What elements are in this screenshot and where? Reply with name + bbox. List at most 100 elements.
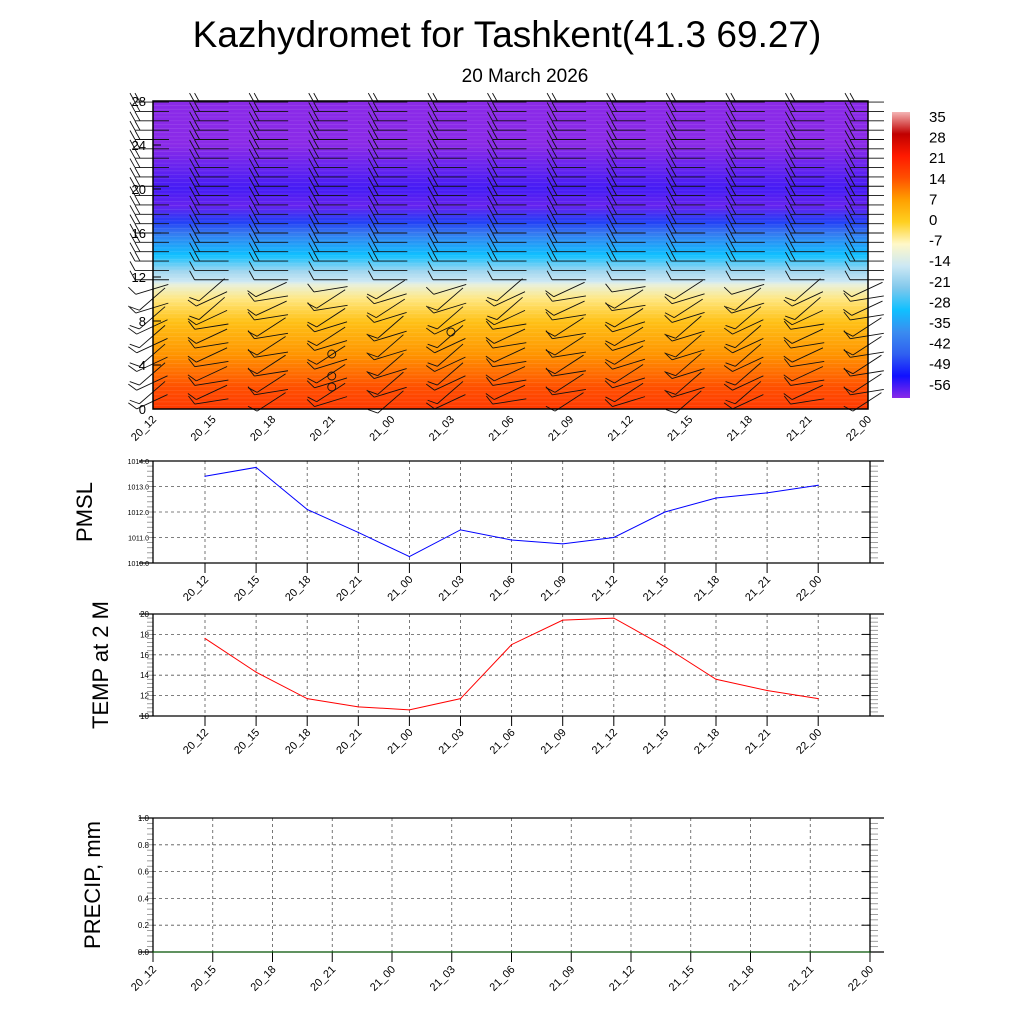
wind-barb-flag (606, 130, 613, 140)
data-point (408, 556, 410, 558)
wind-barb-flag (485, 299, 495, 307)
wind-barb (665, 315, 702, 339)
wind-barb-shaft (254, 389, 289, 396)
wind-barb-flag (367, 205, 374, 215)
wind-barb-flag (492, 186, 498, 196)
wind-barb-shaft (732, 338, 764, 354)
wind-barb-shaft (612, 358, 646, 370)
wind-barb-flag (308, 186, 315, 196)
wind-barb-shaft (611, 286, 646, 293)
wind-barb-shaft (731, 283, 765, 295)
wind-barb-flag (604, 324, 613, 333)
wind-barb (247, 354, 286, 375)
wind-barb-flag (665, 102, 672, 112)
wind-barb (487, 148, 527, 159)
wind-barb-shaft (671, 349, 705, 361)
wind-barb-flag (546, 148, 553, 159)
wind-barb (129, 306, 166, 330)
wind-barb-flag (427, 205, 434, 215)
wind-barb (843, 317, 882, 337)
wind-barb (129, 120, 169, 131)
wind-barb-flag (790, 195, 796, 206)
wind-barb-shaft (614, 345, 644, 365)
wind-barb (545, 292, 586, 302)
wind-barb (427, 251, 467, 262)
wind-barb-flag (730, 167, 737, 178)
wind-barb-flag (785, 102, 791, 112)
x-tick-label: 20_18 (283, 727, 313, 757)
wind-barb-shaft (671, 330, 705, 342)
wind-barb-flag (606, 167, 613, 178)
wind-barb-flag (844, 158, 851, 168)
wind-barb (367, 130, 408, 140)
wind-barb-flag (492, 251, 498, 262)
wind-barb-flag (134, 92, 141, 103)
wind-barb-shaft (850, 351, 884, 358)
wind-barb (367, 205, 408, 215)
wind-barb (785, 195, 825, 206)
wind-barb-shaft (732, 394, 764, 410)
wind-barb (129, 381, 166, 405)
wind-barb (605, 308, 644, 328)
wind-barb-flag (486, 358, 494, 367)
wind-barb (487, 296, 523, 321)
wind-barb-flag (605, 377, 615, 384)
wind-barb (247, 336, 286, 356)
x-tick-label: 20_15 (232, 727, 262, 757)
wind-barb (367, 334, 404, 358)
wind-barb-flag (189, 261, 195, 271)
wind-barb-flag (134, 205, 141, 215)
wind-barb-flag (546, 186, 553, 196)
wind-barb (308, 130, 348, 140)
wind-barb-flag (665, 186, 672, 196)
wind-barb-shaft (434, 319, 466, 335)
wind-barb (844, 270, 884, 281)
wind-barb-flag (670, 251, 677, 262)
wind-barb-flag (248, 261, 255, 271)
wind-barb-flag (307, 340, 317, 347)
x-tick-label: 21_00 (385, 574, 415, 604)
wind-barb (785, 296, 821, 321)
x-tick-label: 21_12 (606, 414, 636, 444)
wind-barb-flag (723, 383, 733, 391)
wind-barb-shaft (254, 370, 289, 377)
wind-barb-shaft (851, 281, 883, 298)
wind-barb-flag (426, 402, 435, 410)
wind-barb (187, 347, 228, 363)
wind-barb-flag (664, 296, 673, 305)
wind-barb-flag (194, 167, 200, 178)
wind-barb-flag (189, 223, 195, 234)
wind-barb-flag (248, 177, 255, 187)
x-tick-label: 21_18 (692, 727, 722, 757)
wind-barb-shaft (671, 368, 705, 379)
wind-barb (129, 177, 169, 187)
wind-barb-flag (785, 251, 791, 262)
wind-barb-flag (487, 261, 493, 271)
wind-barb-flag (367, 261, 374, 271)
colorbar-label: 0 (929, 212, 937, 229)
wind-barb-flag (487, 130, 493, 140)
wind-barb-flag (486, 395, 494, 405)
wind-barb-flag (427, 381, 438, 386)
wind-barb (843, 311, 884, 321)
wind-barb (785, 261, 825, 271)
wind-barb-flag (134, 214, 141, 224)
wind-barb-flag (367, 186, 374, 196)
wind-barb-shaft (136, 356, 168, 372)
wind-barb-flag (194, 251, 200, 262)
wind-barb-flag (253, 233, 260, 243)
wind-barb-flag (606, 233, 613, 243)
wind-barb-flag (307, 283, 315, 293)
wind-barb-flag (487, 177, 493, 187)
chart-subtitle: 20 March 2026 (461, 66, 589, 87)
wind-barb-flag (367, 270, 374, 280)
wind-barb-shaft (196, 347, 228, 363)
x-tick-label: 20_15 (189, 414, 219, 444)
wind-barb-flag (551, 205, 558, 215)
wind-barb-shaft (433, 302, 467, 314)
wind-barb-shaft (850, 389, 884, 396)
wind-barb-flag (611, 130, 618, 140)
wind-barb-shaft (671, 312, 705, 323)
wind-barb-flag (194, 102, 200, 112)
wind-barb-flag (849, 195, 856, 206)
